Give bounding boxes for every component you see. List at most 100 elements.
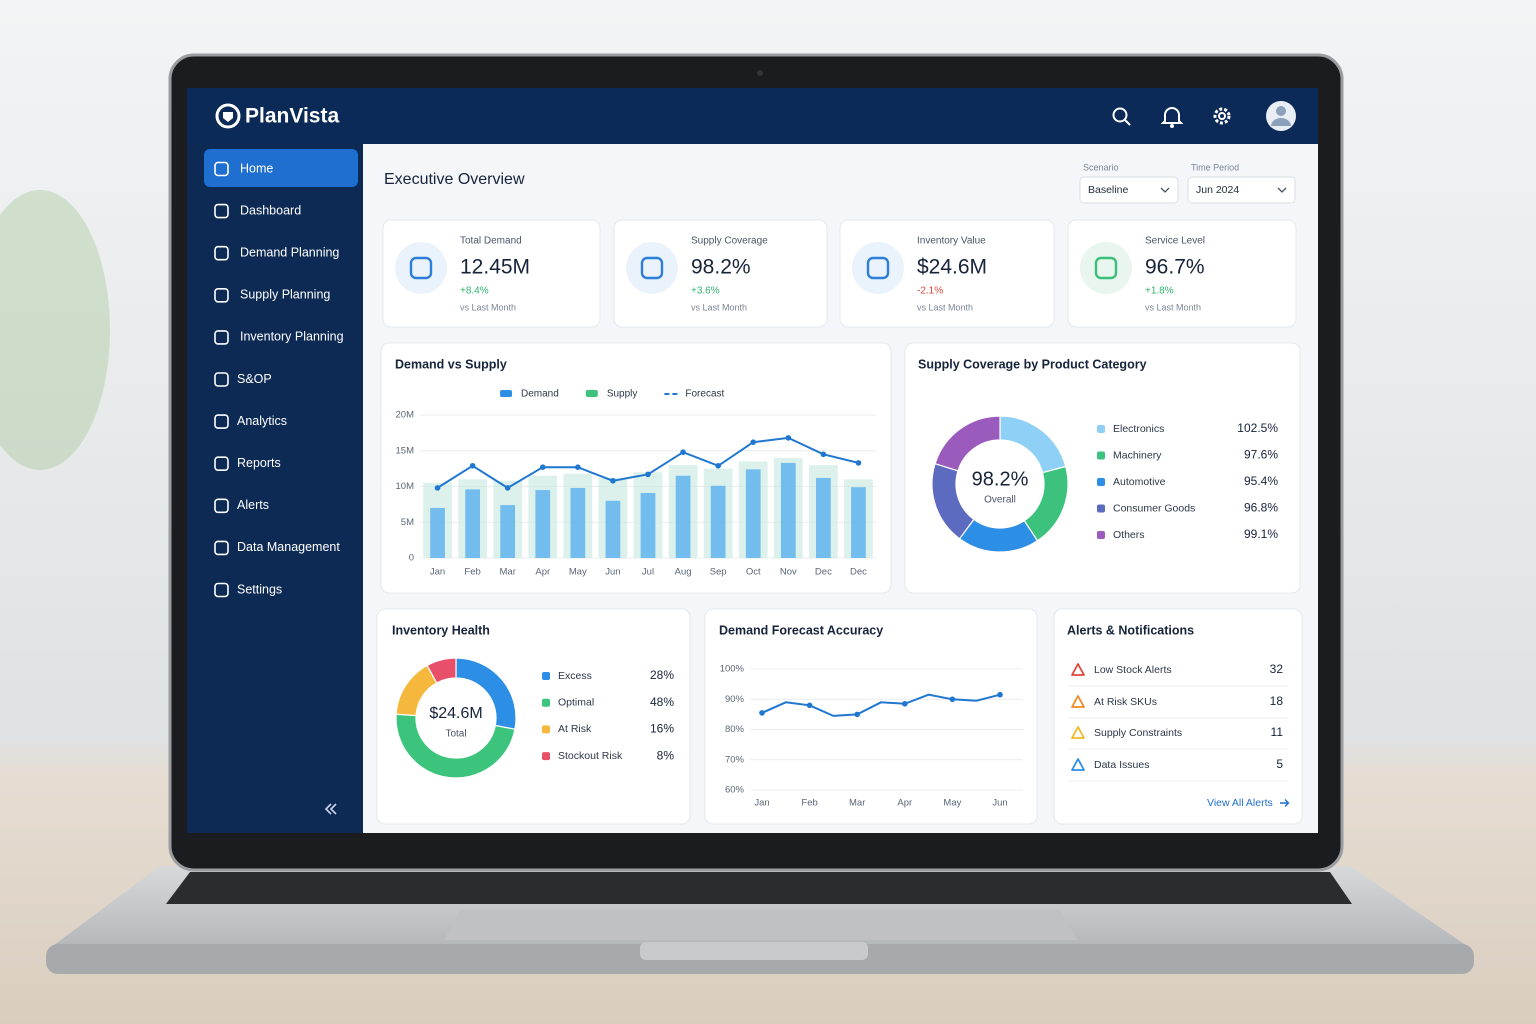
line-point: [750, 439, 757, 445]
nav-label: Dashboard: [240, 203, 301, 217]
nav-item[interactable]: Home: [214, 161, 273, 177]
bar: [605, 500, 621, 558]
x-tick-label: Mar: [500, 567, 516, 578]
legend-label: Electronics: [1113, 423, 1164, 435]
nav-item[interactable]: Analytics: [214, 414, 287, 429]
nav-item[interactable]: Inventory Planning: [214, 330, 344, 345]
donut-center-value: 98.2%: [972, 468, 1029, 490]
kpi-value: 12.45M: [460, 256, 530, 279]
alert-label: Low Stock Alerts: [1094, 664, 1172, 676]
line-point: [902, 700, 908, 707]
nav-item[interactable]: Data Management: [214, 540, 340, 556]
nav-item[interactable]: Reports: [214, 456, 281, 472]
kpi-change: +3.6%: [691, 286, 720, 297]
link-arrow: [1280, 799, 1290, 807]
legend-swatch: [1097, 504, 1105, 513]
line-point: [855, 460, 862, 466]
nav-icon: [214, 372, 229, 387]
kpi-change: -2.1%: [917, 286, 943, 297]
legend-swatch: [542, 725, 550, 734]
line-point: [610, 477, 616, 484]
camera: [757, 70, 763, 76]
card-title: Alerts & Notifications: [1067, 623, 1194, 637]
y-tick-label: 20M: [396, 410, 415, 421]
x-tick-label: May: [943, 798, 961, 809]
avatar[interactable]: [1266, 101, 1296, 131]
legend-swatch: [500, 390, 512, 397]
alert-icon: [1071, 695, 1085, 708]
nav-icon: [214, 330, 229, 345]
nav-label: Inventory Planning: [240, 330, 344, 344]
nav-label: S&OP: [237, 372, 272, 386]
nav: Home Dashboard Demand Planning Supply Plann…: [214, 161, 344, 598]
kpi-value: 98.2%: [691, 256, 751, 279]
nav-item[interactable]: Alerts: [214, 498, 269, 514]
search-icon[interactable]: [1112, 107, 1131, 126]
y-tick-label: 5M: [401, 517, 414, 528]
bar: [500, 505, 516, 558]
settings-icon[interactable]: [1213, 107, 1231, 125]
value-label: 102.5%: [1237, 421, 1278, 435]
nav-item[interactable]: Settings: [214, 582, 282, 598]
x-tick-label: Feb: [464, 567, 480, 578]
kpi-icon: [409, 256, 433, 280]
value-label: 28%: [650, 668, 674, 682]
nav-item[interactable]: Demand Planning: [214, 245, 339, 261]
alert-count: 18: [1270, 694, 1284, 708]
kpi-change: +8.4%: [460, 286, 489, 297]
chart-title: Demand Forecast Accuracy: [719, 623, 883, 637]
line-point: [539, 464, 546, 470]
x-tick-label: Jun: [992, 798, 1007, 809]
kpi-label: Inventory Value: [917, 236, 986, 247]
x-tick-label: Jan: [430, 567, 445, 578]
kpi-value: 96.7%: [1145, 256, 1205, 279]
kpi-note: vs Last Month: [691, 302, 747, 312]
y-tick-label: 15M: [396, 445, 415, 456]
nav-label: Supply Planning: [240, 288, 330, 302]
donut-segment: [934, 415, 1001, 472]
page-title: Executive Overview: [384, 171, 525, 188]
collapse-button[interactable]: [324, 803, 337, 815]
view-all-link[interactable]: View All Alerts: [1207, 797, 1273, 809]
notifications-icon[interactable]: [1160, 107, 1184, 128]
kpi-icon-bg: [626, 242, 678, 294]
nav-item[interactable]: S&OP: [214, 372, 272, 387]
card: [376, 608, 691, 825]
alert-icon: [1071, 663, 1085, 676]
nav-icon: [214, 540, 229, 556]
nav-label: Home: [240, 161, 273, 175]
nav-label: Demand Planning: [240, 245, 339, 259]
alert-count: 11: [1271, 725, 1284, 739]
chart-title: Demand vs Supply: [395, 357, 507, 371]
alert-label: Data Issues: [1094, 759, 1149, 771]
legend-swatch: [585, 390, 598, 397]
filter-select[interactable]: [1079, 176, 1179, 204]
alert-count: 32: [1270, 662, 1284, 676]
y-tick-label: 90%: [725, 694, 745, 705]
legend-label: Demand: [521, 389, 559, 400]
nav-item[interactable]: Dashboard: [214, 203, 301, 219]
nav-icon: [214, 582, 229, 598]
kpi-icon-bg: [1080, 242, 1132, 294]
chart-title: Supply Coverage by Product Category: [918, 357, 1147, 371]
trackpad: [444, 910, 1078, 940]
nav-icon: [214, 498, 229, 514]
card: [1053, 608, 1303, 825]
x-tick-label: Dec: [850, 567, 867, 578]
legend-label: Consumer Goods: [1113, 502, 1195, 514]
x-tick-label: Jan: [754, 798, 769, 809]
nav-item[interactable]: Supply Planning: [214, 288, 330, 303]
kpi-icon-bg: [852, 242, 904, 294]
x-tick-label: Sep: [710, 567, 727, 578]
donut-center-value: $24.6M: [429, 705, 482, 722]
filter-value: Jun 2024: [1196, 184, 1239, 196]
filter-label: Scenario: [1083, 162, 1119, 172]
alert-label: At Risk SKUs: [1094, 696, 1157, 708]
kpi-change: +1.8%: [1145, 286, 1174, 297]
nav-label: Settings: [237, 582, 282, 596]
plant-blur: [0, 190, 110, 470]
donut-segment: [395, 713, 516, 779]
filter-select[interactable]: [1187, 176, 1296, 204]
kpi-value: $24.6M: [917, 256, 987, 279]
